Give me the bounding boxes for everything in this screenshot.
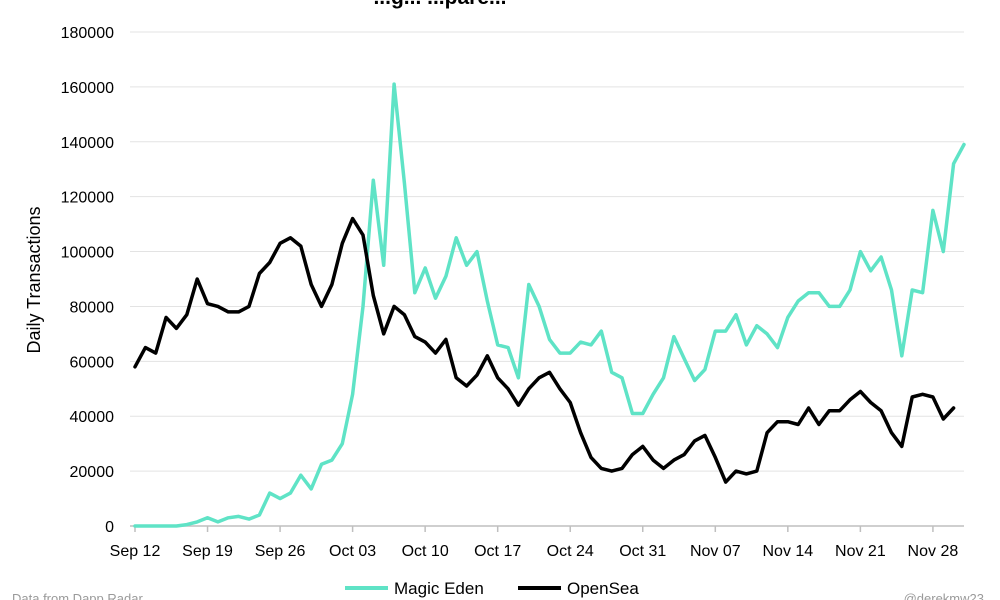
y-tick-label: 180000: [61, 25, 114, 42]
x-tick-label: Oct 03: [329, 543, 376, 560]
x-tick-label: Oct 17: [474, 543, 521, 560]
y-tick-label: 160000: [61, 80, 114, 97]
y-tick-label: 60000: [70, 354, 115, 371]
legend: Magic Eden OpenSea: [345, 579, 639, 598]
y-tick-label: 0: [105, 519, 114, 536]
legend-label-opensea: OpenSea: [567, 579, 639, 598]
x-tick-label: Sep 12: [110, 543, 161, 560]
x-tick-label: Sep 26: [255, 543, 306, 560]
series-line-opensea: [133, 216, 956, 484]
series-lines: [133, 82, 966, 528]
x-tick-label: Nov 28: [908, 543, 959, 560]
y-tick-label: 140000: [61, 135, 114, 152]
y-tick-label: 100000: [61, 245, 114, 262]
x-tick-label: Sep 19: [182, 543, 233, 560]
author-credit: @derekmw23: [904, 591, 984, 600]
x-axis-ticks: Sep 12 Sep 19 Sep 26 Oct 03 Oct 10 Oct 17 Oct …: [110, 526, 959, 560]
y-tick-label: 120000: [61, 190, 114, 207]
y-tick-label: 80000: [70, 299, 115, 316]
y-tick-label: 40000: [70, 409, 115, 426]
y-axis-ticks: 0 20000 40000 60000 80000 100000 120000 140000 1…: [61, 25, 114, 536]
x-tick-label: Oct 10: [402, 543, 449, 560]
x-tick-label: Oct 24: [547, 543, 594, 560]
x-tick-label: Nov 07: [690, 543, 741, 560]
gridlines: [130, 31, 964, 472]
x-tick-label: Nov 14: [762, 543, 813, 560]
x-tick-label: Nov 21: [835, 543, 886, 560]
series-line-magic-eden: [133, 82, 966, 528]
chart-title: ...g... ...pare...: [373, 0, 506, 9]
y-axis-title: Daily Transactions: [24, 206, 44, 353]
x-tick-label: Oct 31: [619, 543, 666, 560]
y-tick-label: 20000: [70, 464, 115, 481]
legend-label-magic-eden: Magic Eden: [394, 579, 484, 598]
data-source-note: Data from Dapp Radar: [12, 591, 143, 600]
